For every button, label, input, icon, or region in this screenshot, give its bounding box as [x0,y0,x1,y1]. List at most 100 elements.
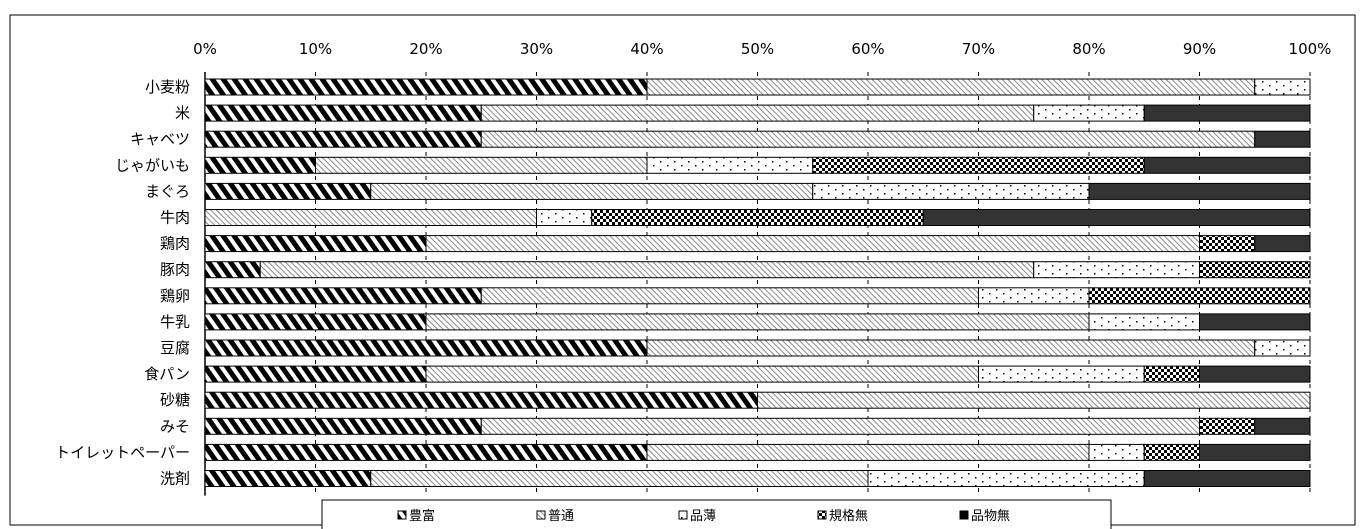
category-label: 小麦粉 [145,78,190,96]
legend-swatch [678,510,688,520]
bar-segment [1199,365,1311,383]
bar-segment [1088,287,1311,305]
x-tick-label: 20% [409,40,442,58]
bar-segment [1143,365,1200,383]
bar-segment [1199,235,1256,253]
bar-segment [1199,417,1256,435]
legend-label: 普通 [548,509,574,524]
bar-segment [204,339,648,357]
bar-segment [204,261,261,279]
category-label: 牛肉 [160,209,190,227]
legend-swatch [959,510,969,520]
bar-segment [1199,313,1311,331]
bar-segment [1143,470,1311,487]
bar-segment [425,313,1090,331]
bar-segment [204,209,537,226]
category-label: キャベツ [130,130,190,148]
legend-swatch [397,510,407,520]
bar-segment [204,365,427,383]
bar-segment [1143,443,1200,461]
bar-segment [370,182,814,200]
legend-label: 品物無 [971,509,1010,524]
bar-segment [204,78,648,96]
bar-segment [1254,78,1311,96]
bar-segment [425,235,1200,253]
category-label: トイレットペーパー [55,443,190,461]
bar-segment [259,261,1035,279]
bar-segment [204,391,758,409]
bar-segment [204,235,427,253]
bar-segment [204,130,482,148]
x-tick-label: 90% [1183,40,1216,58]
category-label: 砂糖 [160,391,190,409]
legend-swatch [536,510,546,520]
legend-label: 品薄 [690,509,716,524]
category-labels: 小麦粉米キャベツじゃがいもまぐろ牛肉鶏肉豚肉鶏卵牛乳豆腐食パン砂糖みそトイレット… [55,78,190,488]
x-tick-label: 30% [520,40,553,58]
bar-segment [315,156,648,174]
category-label: 米 [175,104,190,122]
bar-segment [1143,104,1311,122]
bar-segment [1143,156,1311,174]
x-axis-ticks: 0% 10% 20% 30% 40% 50% 60% 70% 80% 90% 100% [193,40,1331,58]
category-label: みそ [160,417,190,435]
category-label: 豚肉 [160,261,190,279]
category-label: 食パン [144,365,190,383]
x-tick-label: 70% [962,40,995,58]
x-tick-label: 0% [193,40,217,58]
legend-swatch [817,510,827,520]
bar-segment [425,365,979,383]
bar-segment [204,104,482,122]
category-label: 牛乳 [160,313,190,331]
bar-segment [480,417,1200,435]
bar-segment [480,130,1256,148]
bar-segment [646,443,1090,461]
bar-segment [1199,261,1311,279]
x-tick-label: 60% [851,40,884,58]
bar-segment [978,365,1145,383]
bar-segment [204,417,482,435]
bar-segment [1033,261,1200,279]
x-tick-label: 10% [299,40,332,58]
bar-segment [204,313,427,331]
category-label: じゃがいも [115,156,190,174]
category-label: まぐろ [145,182,190,200]
bar-segment [646,156,814,174]
bar-segment [480,104,1035,122]
bar-segment [1254,339,1311,357]
category-label: 豆腐 [160,339,190,357]
bar-segment [1033,104,1145,122]
legend: 豊富 普通 品薄 規格無 品物無 [321,499,1112,529]
bar-segment [1088,182,1311,200]
bar-segment [1254,235,1311,253]
bar-segment [204,182,372,200]
bar-segment [204,470,372,487]
bar-segment [1088,313,1200,331]
bar-segment [646,339,1256,357]
legend-label: 規格無 [829,508,868,524]
bar-segment [1088,443,1145,461]
bar-segment [1254,130,1311,148]
x-tick-label: 40% [630,40,663,58]
bar-segment [204,443,648,461]
bar-segment [204,156,316,174]
bar-segment [812,156,1145,174]
category-label: 洗剤 [160,470,190,488]
bar-segment [591,209,924,226]
bar-segment [1199,443,1311,461]
x-tick-label: 50% [741,40,774,58]
bar-segment [480,287,979,305]
x-tick-label: 100% [1289,40,1332,58]
x-tick-label: 80% [1072,40,1105,58]
bar-segment [204,287,482,305]
category-label: 鶏卵 [160,287,190,305]
bar-segment [1254,417,1311,435]
bar-segment [536,209,593,226]
bar-segment [922,209,1311,226]
category-label: 鶏肉 [160,235,190,253]
bar-segment [646,78,1256,96]
legend-box [321,499,1112,529]
bar-segment [370,470,869,487]
